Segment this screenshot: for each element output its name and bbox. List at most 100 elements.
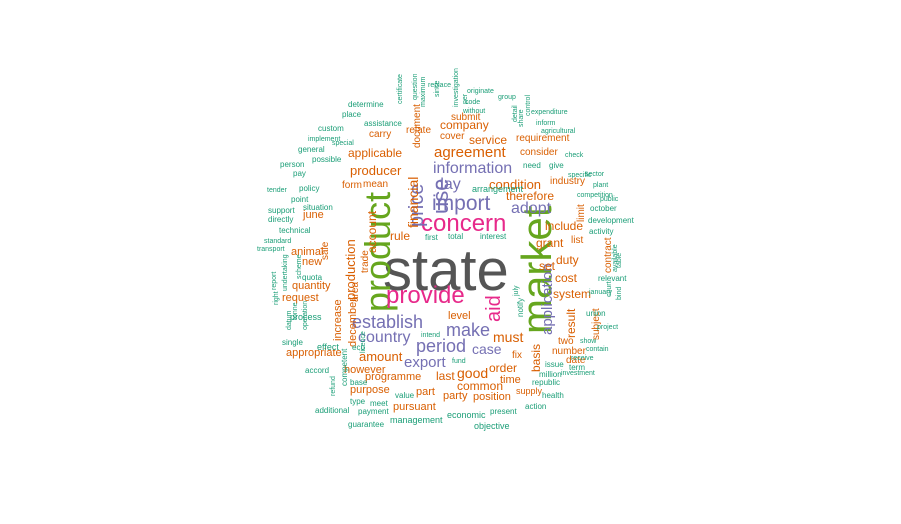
word-purpose: purpose [350,384,390,396]
word-relevant: relevant [598,274,627,283]
word-country: country [358,329,411,346]
word-transport: transport [257,246,285,253]
word-relate: relate [406,125,432,136]
word-development: development [588,216,634,225]
word-state: state [383,238,509,303]
word-special: special [332,140,354,147]
word-single: single [282,338,303,347]
word-bind: bind [616,286,623,300]
word-company: company [440,118,489,132]
word-table: table [616,252,623,268]
word-question: question [412,73,419,100]
word-process: process [290,312,322,322]
word-refund: refund [330,376,337,396]
word-tonne: tonne [292,302,299,320]
word-establish: establish [352,312,424,332]
word-position: position [473,391,511,403]
word-action: action [525,402,547,411]
word-type: type [350,397,366,406]
word-determine: determine [348,100,384,109]
word-standard: standard [264,238,292,245]
word-give: give [549,161,564,170]
word-information: information [433,160,513,177]
word-increase: increase [332,299,344,341]
word-export: export [404,354,446,371]
word-implement: implement [308,136,341,143]
word-economic: economic [447,410,486,420]
word-service: service [469,133,508,147]
word-value: value [395,391,415,400]
word-possible: possible [312,155,342,164]
word-animal: animal [291,246,324,258]
word-two: two [558,336,574,347]
word-custom: custom [318,124,344,133]
word-account: account [365,210,379,253]
word-pursuant: pursuant [393,401,436,413]
word-request: request [282,292,319,304]
word-report: report [271,271,278,290]
word-plant: plant [593,182,609,189]
word-activity: activity [589,227,614,236]
word-quantity: quantity [292,280,331,292]
word-directly: directly [268,215,294,224]
word-support: support [268,206,295,215]
word-good: good [457,365,489,381]
word-interest: interest [480,232,507,241]
word-industry: industry [550,176,586,187]
word-code: code [465,99,481,106]
word-carry: carry [369,129,392,140]
word-ecu: ecu [352,343,365,352]
word-term: term [569,363,585,372]
word-case: case [472,341,502,357]
word-grant: grant [536,236,564,250]
word-base: base [350,378,368,387]
word-cost: cost [555,271,578,285]
word-situation: situation [303,203,333,212]
word-notify: notify [516,297,525,317]
word-inform: inform [536,120,556,127]
word-technical: technical [279,226,311,235]
word-place: place [342,110,362,119]
word-show: show [580,338,597,345]
word-supply: supply [516,386,543,396]
word-party: party [443,390,468,402]
word-objective: objective [474,421,510,431]
word-fix: fix [512,350,522,361]
word-mean: mean [363,179,389,190]
word-sector: sector [585,171,605,178]
word-condition: condition [489,177,542,192]
word-order: order [489,361,518,375]
word-replace: replace [428,82,451,89]
word-arrangement: arrangement [472,184,524,194]
word-consider: consider [520,147,558,158]
word-total: total [448,232,464,241]
word-appropriate: appropriate [286,347,342,359]
word-share: share [518,109,525,127]
word-general: general [298,145,325,154]
word-payment: payment [358,407,389,416]
word-first: first [425,233,438,242]
word-january: january [589,289,612,296]
word-aid: aid [483,295,505,322]
word-day: day [435,176,461,193]
word-health: health [542,391,564,400]
word-union: union [586,309,606,318]
word-area: area [350,281,361,302]
word-trade: trade [360,250,371,273]
word-person: person [280,160,305,169]
word-pay: pay [293,169,306,178]
word-time: time [500,374,521,386]
word-number: number [552,346,586,357]
word-management: management [390,415,443,425]
word-result: result [564,308,578,338]
word-without: without [463,108,486,115]
word-republic: republic [532,378,561,387]
word-originate: originate [467,88,494,95]
word-receive: receive [571,355,594,362]
word-meet: meet [370,399,388,408]
word-requirement: requirement [516,133,570,144]
word-effect: effect [317,342,339,352]
word-make: make [446,320,491,340]
word-set: set [539,259,556,273]
word-july: july [513,285,520,296]
